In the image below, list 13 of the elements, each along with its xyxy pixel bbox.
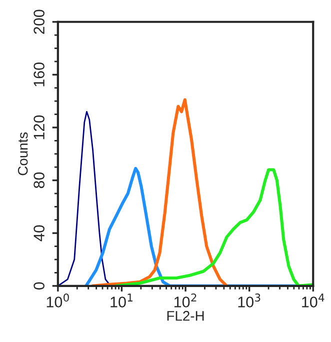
x-tick-label: 10$^{0}$ [46, 293, 69, 308]
x-tick-label: 10$^{3}$ [238, 293, 260, 308]
y-tick-label: 80 [34, 172, 44, 188]
x-tick-label: 10$^{2}$ [174, 293, 196, 308]
x-tick-label: 10$^{1}$ [110, 294, 132, 308]
y-tick-label: 160 [34, 62, 44, 86]
y-axis-title: Counts [18, 132, 28, 176]
y-tick-label: 0 [34, 282, 44, 290]
y-tick-label: 200 [34, 10, 44, 34]
y-tick-label: 120 [34, 115, 44, 140]
x-tick-label: 10$^{4}$ [302, 294, 324, 308]
x-axis-title: FL2-H [167, 310, 204, 321]
y-tick-label: 40 [34, 225, 44, 242]
